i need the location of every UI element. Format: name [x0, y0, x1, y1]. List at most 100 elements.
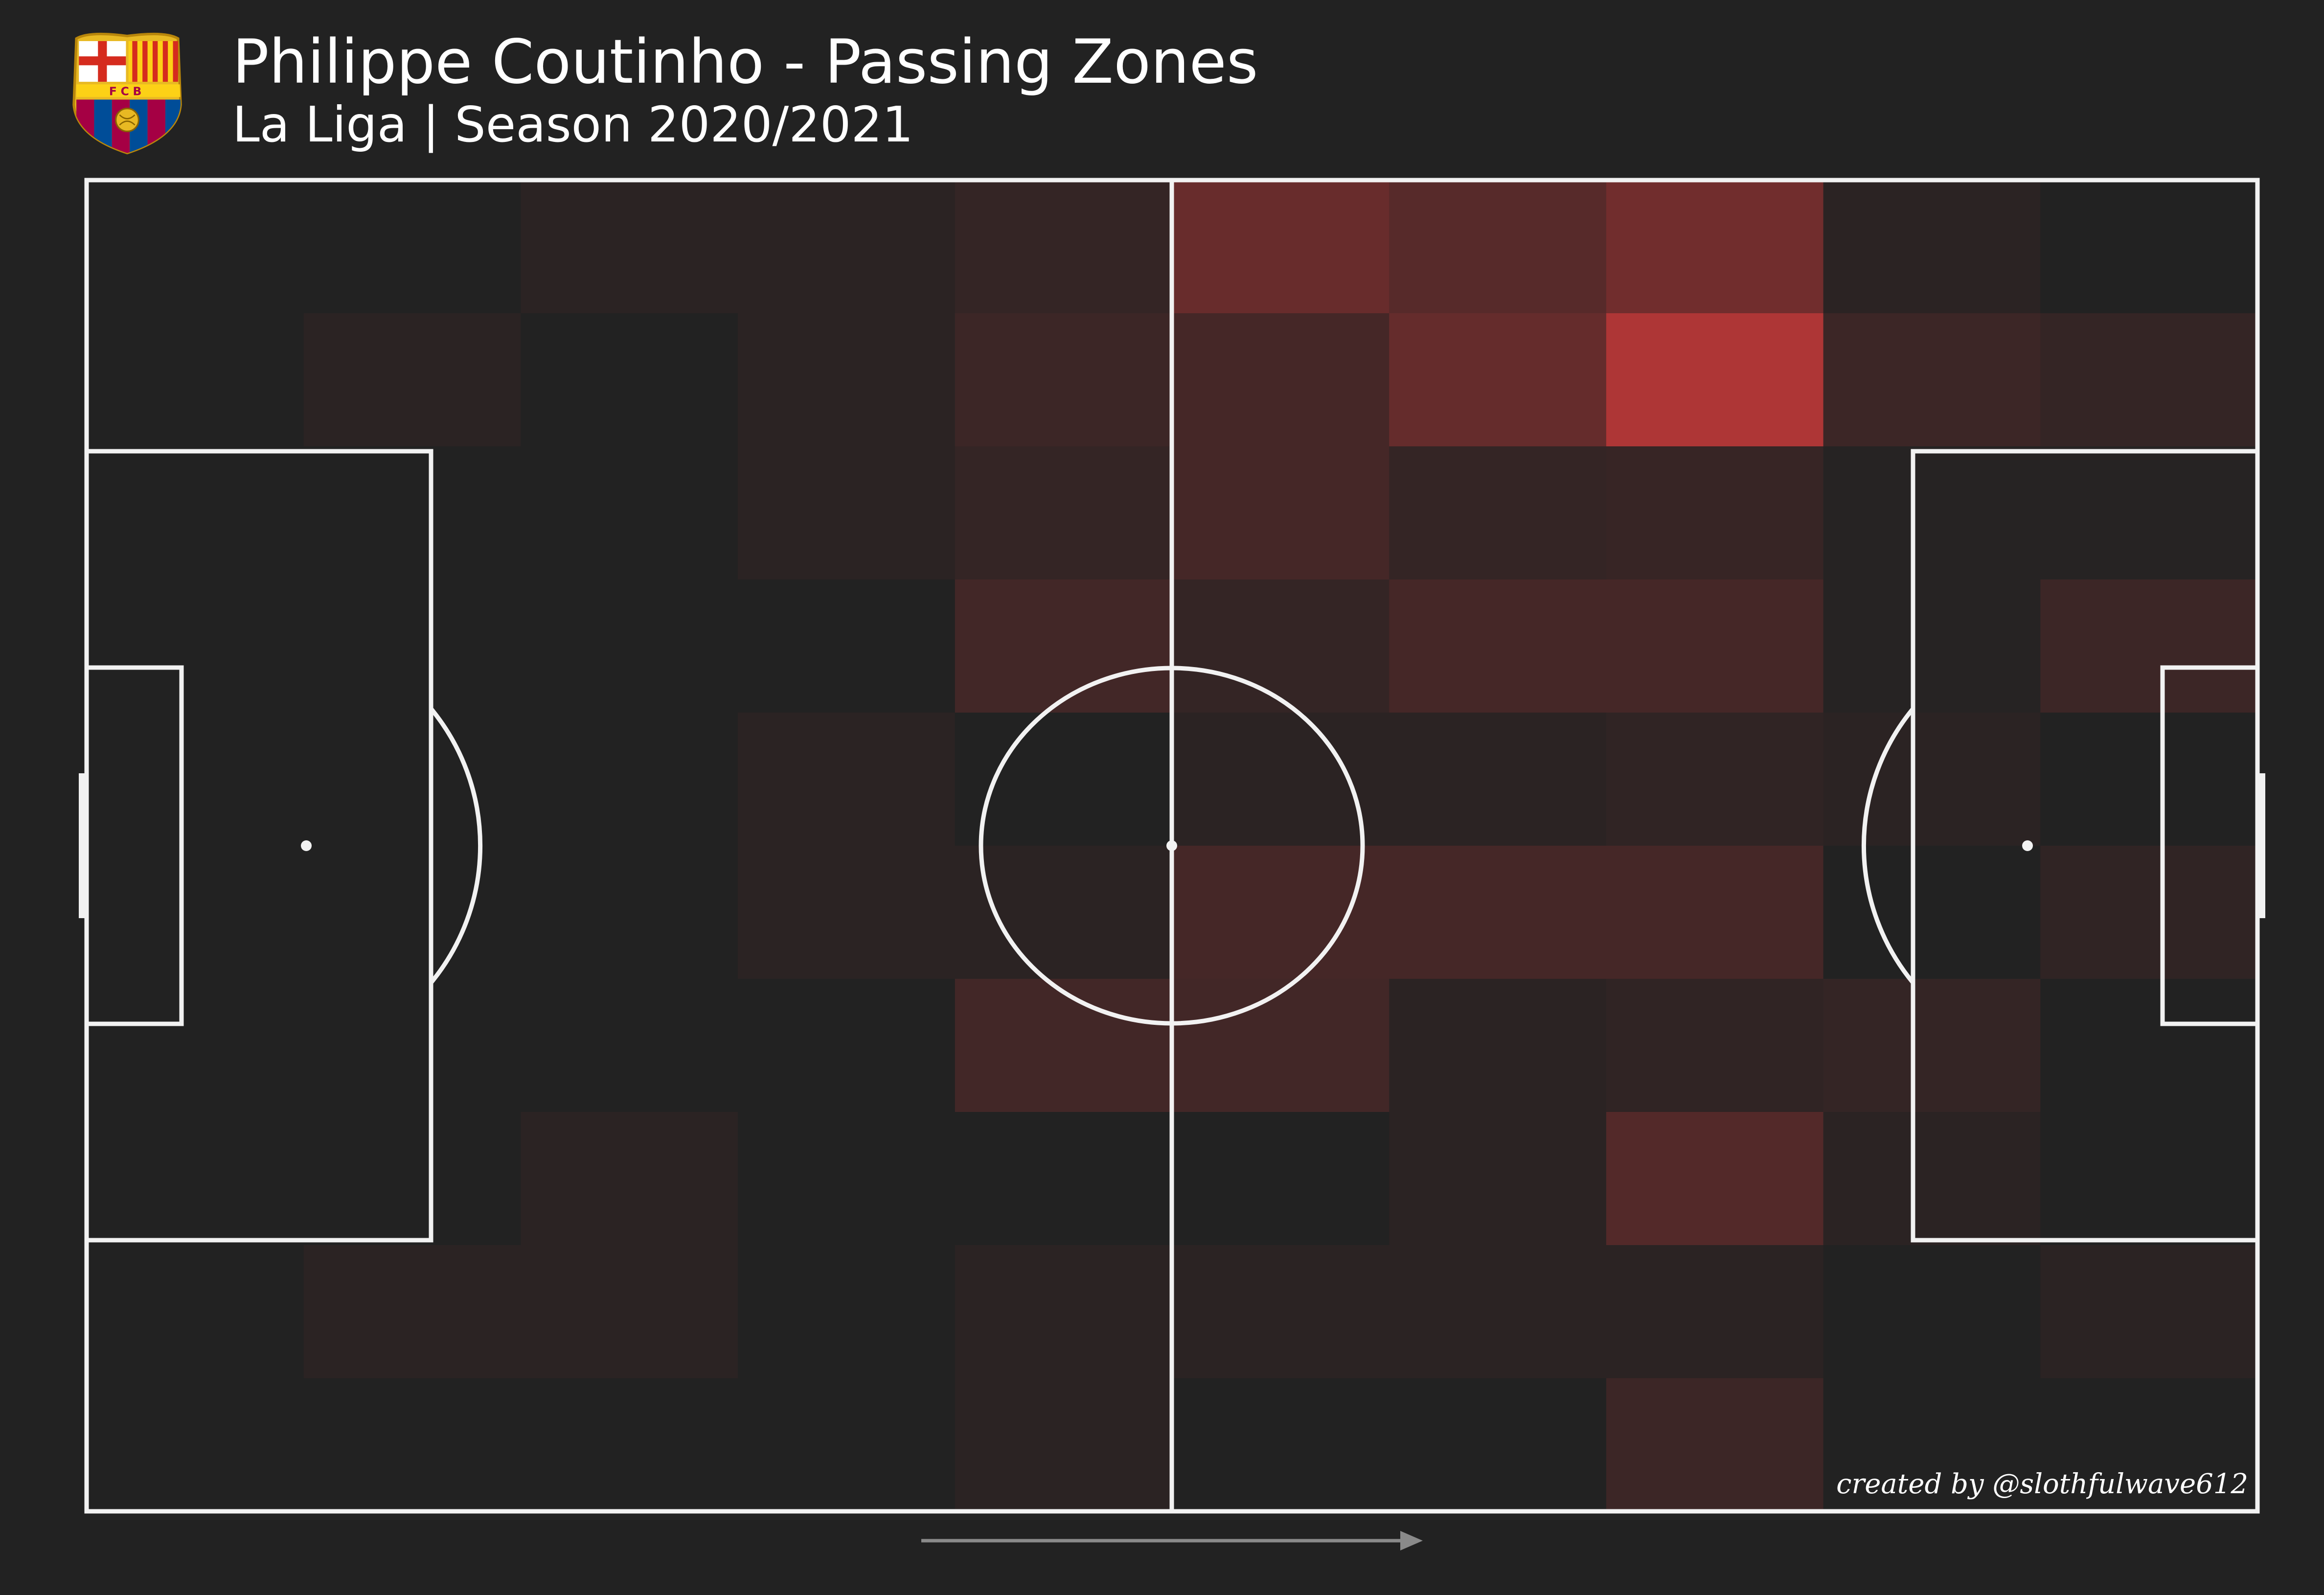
crest-text: FCB [109, 84, 145, 98]
heatmap-cell [1823, 313, 2041, 447]
heatmap-cell [738, 1378, 956, 1512]
heatmap-cell [1172, 1378, 1390, 1512]
heatmap-cell [1172, 1112, 1390, 1246]
heatmap-cell [1606, 1245, 1824, 1379]
heatmap-cell [1172, 846, 1390, 979]
heatmap-cell [738, 579, 956, 713]
heatmap-cell [1172, 1245, 1390, 1379]
heatmap-cell [738, 979, 956, 1112]
heatmap-cell [303, 979, 521, 1112]
heatmap-cell [1172, 180, 1390, 314]
centre-circle [979, 666, 1365, 1026]
heatmap-cell [521, 446, 738, 580]
heatmap-cell [2040, 713, 2258, 846]
right-six-yard-box [2160, 665, 2260, 1026]
heatmap-cell [1389, 446, 1607, 580]
heatmap-cell [738, 180, 956, 314]
heatmap-cell [1172, 446, 1390, 580]
heatmap-cell [1389, 846, 1607, 979]
heatmap-cell [1606, 979, 1824, 1112]
chart-subtitle: La Liga | Season 2020/2021 [232, 96, 913, 153]
heatmap-cell [955, 1112, 1172, 1246]
heatmap-cell [1606, 579, 1824, 713]
heatmap-cell [1606, 446, 1824, 580]
heatmap-cell [955, 446, 1172, 580]
heatmap-cell [738, 313, 956, 447]
heatmap-cell [521, 713, 738, 846]
heatmap-cell [303, 1112, 521, 1246]
heatmap-cell [87, 180, 304, 314]
heatmap-cell [303, 313, 521, 447]
heatmap-cell [1823, 1378, 2041, 1512]
heatmap-cell [87, 979, 304, 1112]
heatmap-cell [1823, 1245, 2041, 1379]
heatmap-cell [955, 713, 1172, 846]
heatmap-cell [1389, 180, 1607, 314]
right-penalty-arc [1861, 707, 1915, 984]
heatmap-cell [955, 1245, 1172, 1379]
heatmap-cell [2040, 313, 2258, 447]
heatmap-cell [738, 713, 956, 846]
heatmap-cell [87, 579, 304, 713]
heatmap-cell [521, 1245, 738, 1379]
heatmap-cell [521, 180, 738, 314]
right-penalty-spot [2022, 840, 2033, 851]
fc-barcelona-crest-icon: FCB [72, 32, 182, 155]
attack-direction-arrow [921, 1531, 1423, 1550]
heatmap-cell [1389, 713, 1607, 846]
left-penalty-spot [301, 840, 312, 851]
heatmap-cell [955, 1378, 1172, 1512]
heatmap-cell [521, 979, 738, 1112]
centre-spot [1166, 840, 1177, 851]
heatmap-cell [1606, 713, 1824, 846]
heatmap-cell [1172, 579, 1390, 713]
heatmap-cell [521, 313, 738, 447]
heatmap-cell [2040, 979, 2258, 1112]
heatmap-cell [1606, 1378, 1824, 1512]
heatmap-cell [2040, 446, 2258, 580]
heatmap-cell [955, 979, 1172, 1112]
heatmap-cell [303, 180, 521, 314]
heatmap-cell [955, 313, 1172, 447]
heatmap-cell [1606, 1112, 1824, 1246]
heatmap-cell [521, 846, 738, 979]
heatmap-cell [738, 846, 956, 979]
heatmap-cell [955, 180, 1172, 314]
heatmap-cell [1823, 180, 2041, 314]
heatmap-cell [1389, 1245, 1607, 1379]
chart-title: Philippe Coutinho - Passing Zones [232, 27, 1258, 97]
heatmap-cell [1172, 979, 1390, 1112]
heatmap-cell [521, 1378, 738, 1512]
left-penalty-arc [429, 707, 483, 984]
heatmap-cell [87, 313, 304, 447]
heatmap-cell [87, 1112, 304, 1246]
heatmap-cell [303, 1245, 521, 1379]
heatmap-cell [1172, 713, 1390, 846]
heatmap-cell [87, 1378, 304, 1512]
heatmap-cell [2040, 846, 2258, 979]
heatmap-cell [738, 1112, 956, 1246]
heatmap-cell [303, 713, 521, 846]
heatmap-cell [303, 846, 521, 979]
heatmap-cells [87, 180, 2258, 1512]
left-six-yard-box [84, 665, 184, 1026]
heatmap-cell [1823, 579, 2041, 713]
heatmap-cell [955, 579, 1172, 713]
heatmap-cell [2040, 579, 2258, 713]
heatmap-cell [2040, 1245, 2258, 1379]
heatmap-cell [1606, 846, 1824, 979]
heatmap-cell [1389, 979, 1607, 1112]
heatmap-cell [87, 446, 304, 580]
heatmap-cell [1823, 846, 2041, 979]
credit-text: created by @slothfulwave612 [1836, 1468, 2248, 1500]
heatmap-cell [1823, 446, 2041, 580]
heatmap-cell [1172, 313, 1390, 447]
pitch-markings [79, 178, 2265, 1514]
heatmap-cell [87, 1245, 304, 1379]
heatmap-cell [1389, 579, 1607, 713]
heatmap-cell [1606, 313, 1824, 447]
heatmap-cell [738, 1245, 956, 1379]
heatmap-cell [738, 446, 956, 580]
heatmap-cell [87, 846, 304, 979]
